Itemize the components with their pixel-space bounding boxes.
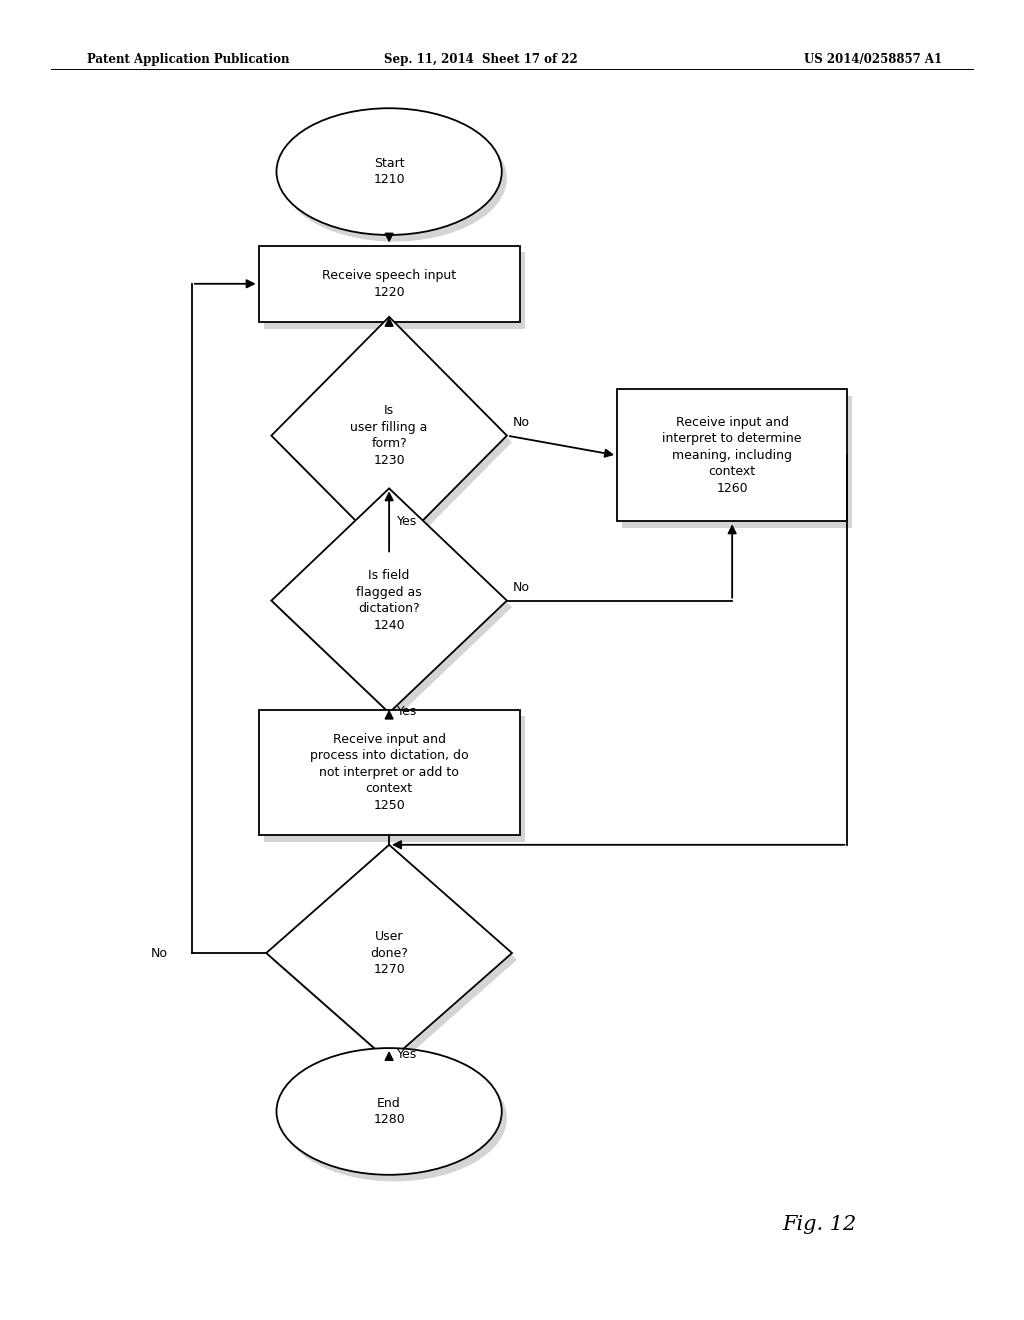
FancyBboxPatch shape: [616, 389, 847, 521]
FancyBboxPatch shape: [264, 252, 524, 329]
Text: US 2014/0258857 A1: US 2014/0258857 A1: [804, 53, 942, 66]
Text: Receive input and
process into dictation, do
not interpret or add to
context
125: Receive input and process into dictation…: [310, 733, 468, 812]
Text: Receive speech input
1220: Receive speech input 1220: [323, 269, 456, 298]
Text: End
1280: End 1280: [373, 1097, 406, 1126]
Text: Yes: Yes: [397, 515, 418, 528]
Polygon shape: [276, 495, 512, 719]
Polygon shape: [266, 845, 512, 1061]
Ellipse shape: [276, 108, 502, 235]
Text: Receive input and
interpret to determine
meaning, including
context
1260: Receive input and interpret to determine…: [663, 416, 802, 495]
Text: Is
user filling a
form?
1230: Is user filling a form? 1230: [350, 404, 428, 467]
Polygon shape: [276, 323, 512, 561]
FancyBboxPatch shape: [258, 710, 520, 836]
Text: Yes: Yes: [397, 705, 418, 718]
Text: Start
1210: Start 1210: [374, 157, 404, 186]
Text: Sep. 11, 2014  Sheet 17 of 22: Sep. 11, 2014 Sheet 17 of 22: [384, 53, 579, 66]
Text: No: No: [513, 581, 530, 594]
Text: Is field
flagged as
dictation?
1240: Is field flagged as dictation? 1240: [356, 569, 422, 632]
Polygon shape: [271, 317, 507, 554]
FancyBboxPatch shape: [264, 715, 524, 842]
FancyBboxPatch shape: [622, 396, 852, 528]
FancyBboxPatch shape: [258, 246, 520, 322]
Text: No: No: [151, 946, 168, 960]
Ellipse shape: [282, 1055, 507, 1181]
Text: Fig. 12: Fig. 12: [782, 1216, 856, 1234]
Text: Patent Application Publication: Patent Application Publication: [87, 53, 290, 66]
Text: User
done?
1270: User done? 1270: [371, 931, 408, 975]
Ellipse shape: [282, 115, 507, 242]
Text: Yes: Yes: [397, 1048, 418, 1061]
Polygon shape: [271, 851, 517, 1068]
Polygon shape: [271, 488, 507, 713]
Ellipse shape: [276, 1048, 502, 1175]
Text: No: No: [513, 416, 530, 429]
